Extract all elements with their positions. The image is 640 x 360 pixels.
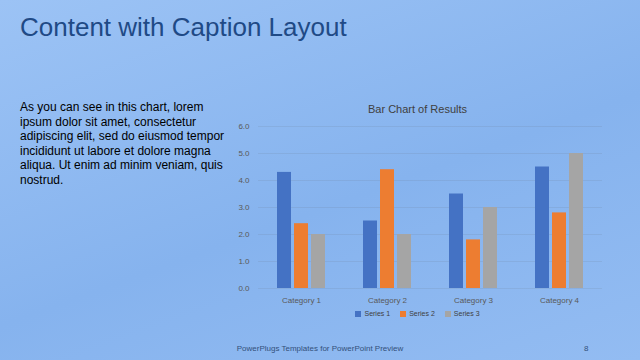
svg-text:0.0: 0.0: [238, 284, 250, 293]
svg-text:Category 4: Category 4: [540, 296, 580, 305]
html-text:Series 2: Series 2: [409, 310, 435, 317]
html-text:As you can see in this chart,: As you can see in this chart, lorem ipsu…: [20, 100, 225, 187]
svg-text:Category 2: Category 2: [368, 296, 408, 305]
html-text:Bar Chart of Results: Bar Chart of Results: [368, 103, 467, 115]
svg-text:Category 3: Category 3: [454, 296, 494, 305]
svg-text:2.0: 2.0: [238, 230, 250, 239]
svg-text:1.0: 1.0: [238, 257, 250, 266]
svg-text:Category 1: Category 1: [282, 296, 322, 305]
html-text:8: 8: [584, 344, 589, 353]
html-text:Content with Caption Layout: Content with Caption Layout: [20, 12, 347, 42]
html-text:Series 1: Series 1: [364, 310, 391, 317]
svg-text:3.0: 3.0: [238, 203, 250, 212]
html-text:PowerPlugs Templates for Power: PowerPlugs Templates for PowerPoint Prev…: [236, 344, 404, 353]
svg-text:5.0: 5.0: [238, 149, 250, 158]
html-text:Series 3: Series 3: [453, 310, 480, 317]
svg-text:4.0: 4.0: [238, 176, 250, 185]
svg-text:6.0: 6.0: [238, 122, 250, 131]
